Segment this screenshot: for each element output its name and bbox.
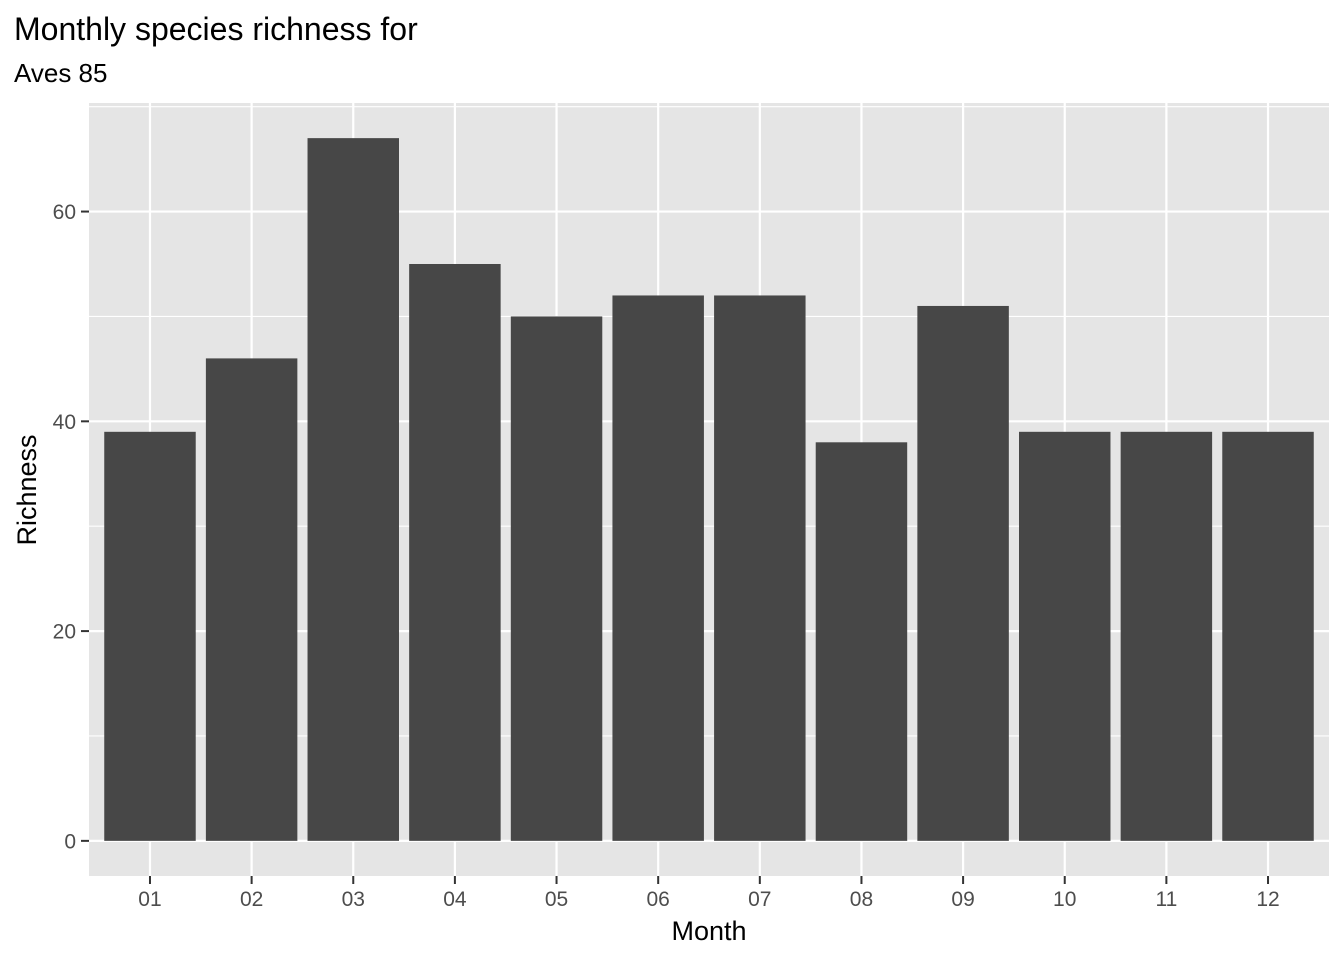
- x-tick-label: 11: [1155, 888, 1177, 911]
- chart-title: Monthly species richness for: [14, 11, 418, 47]
- bar-10: [1019, 431, 1111, 841]
- bar-01: [104, 431, 196, 841]
- x-tick-label: 03: [342, 888, 365, 911]
- x-tick-label: 04: [443, 888, 467, 911]
- bar-02: [205, 358, 298, 841]
- x-tick-label: 08: [850, 888, 873, 911]
- x-tick-label: 06: [647, 888, 670, 911]
- y-tick-label: 60: [53, 201, 76, 224]
- bar-06: [612, 295, 704, 841]
- bar-04: [409, 263, 501, 841]
- y-axis-title: Richness: [12, 434, 42, 545]
- x-tick-label: 10: [1053, 888, 1076, 911]
- x-tick-label: 07: [748, 888, 771, 911]
- y-tick-label: 40: [53, 411, 76, 434]
- x-tick-label: 09: [951, 888, 974, 911]
- chart-subtitle: Aves 85: [14, 58, 107, 88]
- x-tick-label: 05: [545, 888, 568, 911]
- bar-05: [510, 316, 603, 841]
- x-tick-label: 12: [1256, 888, 1279, 911]
- bar-03: [307, 138, 399, 841]
- bars: [104, 138, 1314, 841]
- x-axis: 01 02 03 04 05 06 07 08 09 10 11 12: [138, 876, 1280, 911]
- y-tick-label: 0: [64, 830, 76, 853]
- y-tick-label: 20: [53, 621, 76, 644]
- x-tick-label: 01: [138, 888, 161, 911]
- x-axis-title: Month: [671, 916, 746, 946]
- x-tick-label: 02: [240, 888, 263, 911]
- y-axis: 0 20 40 60: [53, 201, 89, 853]
- bar-08: [815, 442, 908, 841]
- bar-12: [1222, 431, 1314, 841]
- bar-07: [714, 295, 806, 841]
- bar-09: [917, 305, 1009, 841]
- bar-11: [1120, 431, 1213, 841]
